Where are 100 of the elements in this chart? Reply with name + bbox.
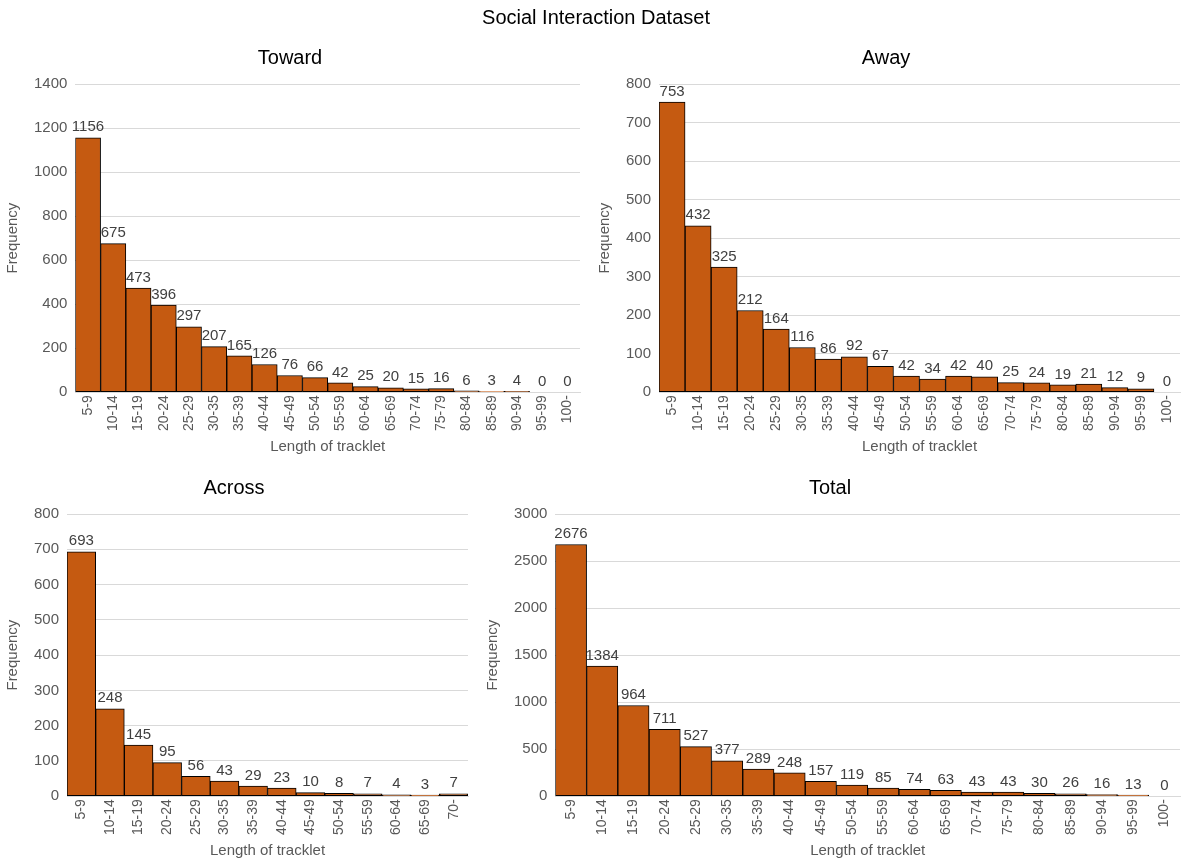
x-tick-label: 15-19 xyxy=(624,798,641,836)
y-tick-label: 600 xyxy=(34,574,60,592)
data-label: 396 xyxy=(151,284,177,302)
data-label: 42 xyxy=(898,355,915,373)
y-tick-label: 600 xyxy=(626,151,652,169)
data-label: 26 xyxy=(1062,773,1080,791)
data-label: 19 xyxy=(1054,364,1072,382)
data-label: 527 xyxy=(683,726,709,744)
data-label: 21 xyxy=(1080,363,1098,381)
data-label: 16 xyxy=(432,368,450,386)
y-axis-title: Frequency xyxy=(3,202,21,274)
data-label: 85 xyxy=(874,767,892,785)
x-tick-label: 5-9 xyxy=(78,394,95,416)
data-label: 7 xyxy=(449,773,458,791)
x-tick-label: 25-29 xyxy=(186,798,203,836)
y-tick-label: 300 xyxy=(34,680,60,698)
data-label: 67 xyxy=(872,346,889,364)
data-label: 92 xyxy=(846,336,863,354)
data-label: 24 xyxy=(1028,362,1046,380)
y-tick-label: 300 xyxy=(626,266,652,284)
chart-title: Away xyxy=(861,45,911,68)
y-tick-label: 200 xyxy=(626,305,652,323)
x-tick-label: 85-89 xyxy=(1061,798,1078,836)
y-tick-label: 600 xyxy=(42,250,68,268)
x-tick-label: 60-64 xyxy=(949,394,966,432)
data-label: 675 xyxy=(100,223,126,241)
chart-title: Total xyxy=(808,475,852,498)
y-tick-label: 800 xyxy=(34,504,60,522)
x-tick-label: 50-54 xyxy=(329,798,346,836)
x-tick-label: 30-35 xyxy=(215,798,232,836)
data-label: 56 xyxy=(187,756,205,774)
data-label: 473 xyxy=(125,267,151,285)
data-label: 66 xyxy=(306,357,324,375)
y-axis-title: Frequency xyxy=(3,619,21,691)
data-label: 207 xyxy=(201,326,227,344)
x-tick-label: 10-14 xyxy=(104,394,121,432)
y-axis-title: Frequency xyxy=(595,202,613,274)
x-tick-label: 20-24 xyxy=(655,798,672,836)
data-label: 29 xyxy=(244,765,262,783)
data-label: 3 xyxy=(487,371,496,389)
y-tick-label: 3000 xyxy=(513,504,548,522)
y-tick-label: 1400 xyxy=(33,74,68,92)
x-tick-label: 70-74 xyxy=(1001,394,1018,432)
data-label: 12 xyxy=(1106,367,1124,385)
x-tick-label: 65-69 xyxy=(381,394,398,432)
x-tick-label: 90-94 xyxy=(507,394,524,432)
y-tick-label: 400 xyxy=(34,645,60,663)
x-tick-label: 35-39 xyxy=(244,798,261,836)
y-tick-label: 700 xyxy=(34,539,60,557)
data-label: 145 xyxy=(126,724,152,742)
y-tick-label: 800 xyxy=(626,74,652,92)
x-tick-label: 5-9 xyxy=(72,798,89,820)
data-label: 10 xyxy=(302,772,319,790)
x-tick-label: 15-19 xyxy=(129,798,146,836)
chart-title: Across xyxy=(203,475,265,498)
data-label: 248 xyxy=(97,688,123,706)
x-tick-label: 10-14 xyxy=(100,798,117,836)
x-tick-label: 45-49 xyxy=(811,798,828,836)
data-label: 693 xyxy=(68,531,94,549)
data-label: 7 xyxy=(363,773,372,791)
x-tick-label: 60-64 xyxy=(905,798,922,836)
x-tick-label: 50-54 xyxy=(305,394,322,432)
data-label: 74 xyxy=(906,768,923,786)
x-tick-label: 50-54 xyxy=(842,798,859,836)
y-tick-label: 700 xyxy=(626,112,652,130)
data-label: 297 xyxy=(176,306,202,324)
data-label: 711 xyxy=(652,708,677,726)
x-tick-label: 55-59 xyxy=(331,394,348,432)
x-tick-label: 10-14 xyxy=(688,394,705,432)
data-label: 40 xyxy=(976,356,993,374)
x-tick-label: 65-69 xyxy=(415,798,432,836)
data-label: 964 xyxy=(620,685,646,703)
x-tick-label: 65-69 xyxy=(936,798,953,836)
x-tick-label: 75-79 xyxy=(1027,394,1044,432)
x-tick-label: 40-44 xyxy=(780,798,797,836)
data-label: 4 xyxy=(512,370,522,388)
x-tick-label: 55-59 xyxy=(923,394,940,432)
x-tick-label: 45-49 xyxy=(280,394,297,432)
y-tick-label: 400 xyxy=(42,294,68,312)
data-label: 248 xyxy=(777,752,803,770)
x-tick-label: 90-94 xyxy=(1105,394,1122,432)
data-label: 43 xyxy=(999,771,1017,789)
data-label: 212 xyxy=(737,290,763,308)
x-tick-label: 30-35 xyxy=(205,394,221,432)
x-tick-label: 35-39 xyxy=(230,394,247,432)
y-tick-label: 2500 xyxy=(513,551,548,569)
data-label: 20 xyxy=(382,367,400,385)
y-tick-label: 1200 xyxy=(33,118,68,136)
x-tick-label: 35-39 xyxy=(819,394,836,432)
x-tick-label: 80-84 xyxy=(457,394,474,432)
x-tick-label: 90-94 xyxy=(1092,798,1109,836)
data-label: 0 xyxy=(1160,775,1169,793)
x-tick-label: 55-59 xyxy=(874,798,891,836)
x-tick-label: 85-89 xyxy=(482,394,499,432)
y-tick-label: 0 xyxy=(50,786,60,804)
data-label: 16 xyxy=(1093,774,1111,792)
x-tick-label: 20-24 xyxy=(158,798,175,836)
x-tick-label: 25-29 xyxy=(686,798,703,836)
x-tick-label: 15-19 xyxy=(129,394,146,432)
data-label: 157 xyxy=(808,761,834,779)
